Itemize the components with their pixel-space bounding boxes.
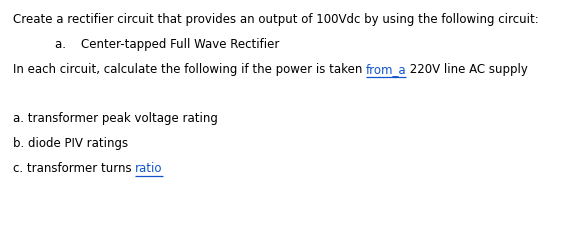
Text: from_a: from_a	[366, 63, 406, 76]
Text: b. diode PIV ratings: b. diode PIV ratings	[13, 137, 128, 150]
Text: a. transformer peak voltage rating: a. transformer peak voltage rating	[13, 112, 218, 125]
Text: 220V line AC supply: 220V line AC supply	[406, 63, 529, 76]
Text: c. transformer turns: c. transformer turns	[13, 162, 135, 175]
Text: In each circuit, calculate the following if the power is taken: In each circuit, calculate the following…	[13, 63, 366, 76]
Text: a.    Center-tapped Full Wave Rectifier: a. Center-tapped Full Wave Rectifier	[55, 38, 280, 51]
Text: Create a rectifier circuit that provides an output of 100Vdc by using the follow: Create a rectifier circuit that provides…	[13, 13, 538, 26]
Text: In each circuit, calculate the following if the power is taken from_a: In each circuit, calculate the following…	[13, 63, 406, 76]
Text: ratio: ratio	[135, 162, 163, 175]
Text: c. transformer turns ratio: c. transformer turns ratio	[13, 162, 163, 175]
